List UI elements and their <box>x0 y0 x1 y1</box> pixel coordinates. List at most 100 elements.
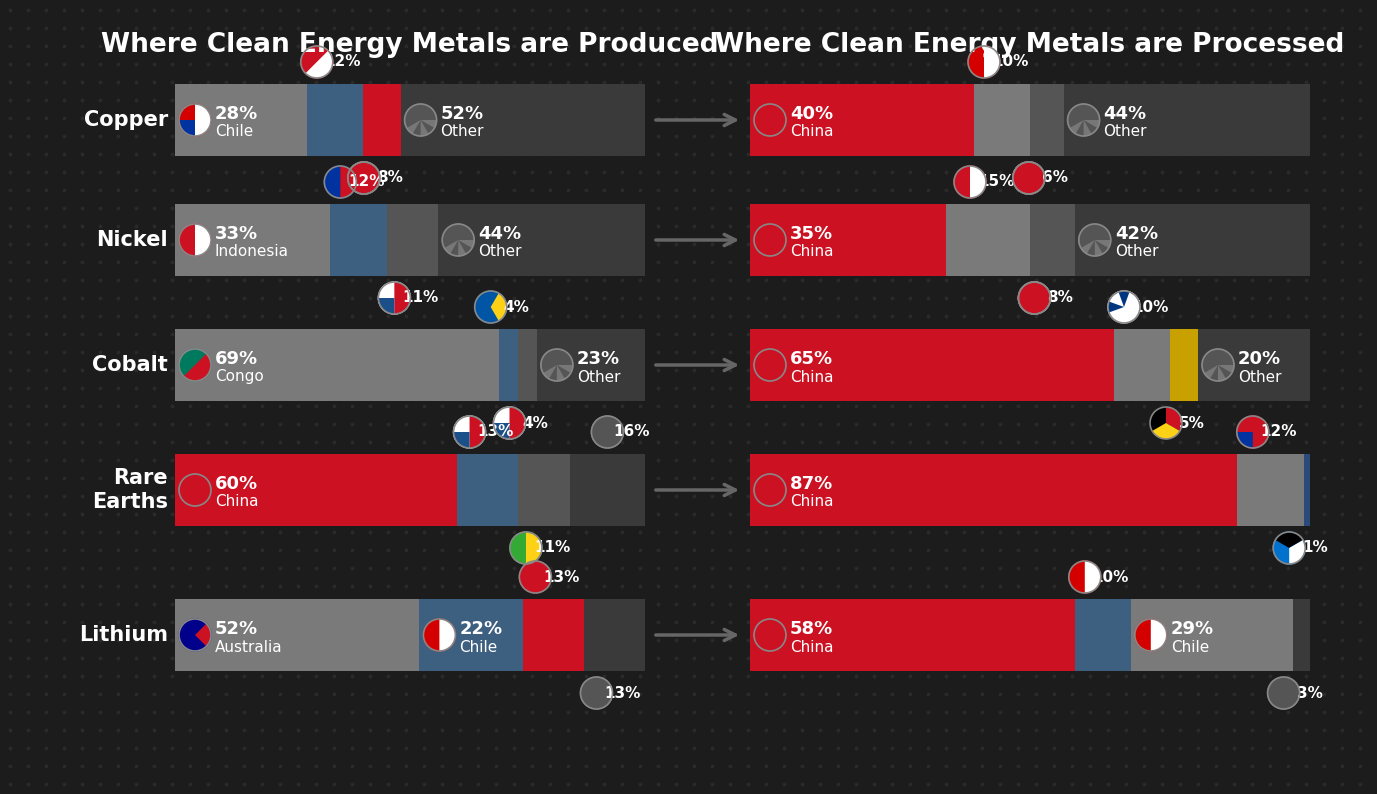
Bar <box>307 84 364 156</box>
Bar <box>750 204 946 276</box>
Circle shape <box>755 619 786 651</box>
Wedge shape <box>1013 162 1045 194</box>
Circle shape <box>954 166 986 198</box>
Circle shape <box>1150 407 1181 439</box>
Wedge shape <box>348 162 380 194</box>
Wedge shape <box>445 240 459 254</box>
Wedge shape <box>459 240 467 256</box>
Text: China: China <box>790 369 833 384</box>
Text: 16%: 16% <box>613 425 650 440</box>
Bar <box>750 84 974 156</box>
Bar <box>1237 454 1304 526</box>
Text: 12%: 12% <box>325 55 361 70</box>
Text: 65%: 65% <box>790 350 833 368</box>
Circle shape <box>348 162 380 194</box>
Text: 35%: 35% <box>790 225 833 243</box>
Bar <box>364 84 401 156</box>
Text: 13%: 13% <box>605 685 640 700</box>
Circle shape <box>755 474 786 506</box>
Bar <box>175 454 457 526</box>
Text: Chile: Chile <box>215 125 253 140</box>
Circle shape <box>475 291 507 323</box>
Circle shape <box>453 416 486 448</box>
Circle shape <box>519 561 551 593</box>
Bar <box>1198 329 1310 401</box>
Text: Chile: Chile <box>1170 639 1209 654</box>
Bar <box>330 204 387 276</box>
Bar <box>570 454 644 526</box>
Bar <box>1030 204 1075 276</box>
Text: Other: Other <box>1115 245 1158 260</box>
Text: 20%: 20% <box>1238 350 1281 368</box>
Text: 52%: 52% <box>215 620 257 638</box>
Wedge shape <box>196 104 211 136</box>
Bar <box>457 454 518 526</box>
Wedge shape <box>1275 532 1303 548</box>
Text: China: China <box>790 495 833 510</box>
Circle shape <box>1013 162 1045 194</box>
Wedge shape <box>340 166 357 198</box>
Text: 44%: 44% <box>478 225 522 243</box>
Bar <box>1063 84 1310 156</box>
Wedge shape <box>196 224 211 256</box>
Text: 22%: 22% <box>460 620 503 638</box>
Bar <box>175 84 307 156</box>
Text: 44%: 44% <box>1103 105 1147 123</box>
Bar <box>523 599 584 671</box>
Text: 28%: 28% <box>215 105 259 123</box>
Text: Indonesia: Indonesia <box>215 245 289 260</box>
Circle shape <box>1268 677 1300 709</box>
Text: 12%: 12% <box>348 175 384 190</box>
Bar <box>1075 204 1310 276</box>
Bar <box>438 204 644 276</box>
Text: 11%: 11% <box>402 291 438 306</box>
Circle shape <box>300 46 333 78</box>
Bar <box>946 204 1030 276</box>
Text: 10%: 10% <box>1132 299 1168 314</box>
Circle shape <box>541 349 573 381</box>
Wedge shape <box>1095 240 1111 248</box>
Bar <box>1030 84 1063 156</box>
Circle shape <box>325 166 357 198</box>
Text: 1%: 1% <box>1303 541 1327 556</box>
Text: Rare
Earths: Rare Earths <box>92 468 168 511</box>
Wedge shape <box>556 365 573 373</box>
Text: 23%: 23% <box>577 350 620 368</box>
Text: 10%: 10% <box>1092 569 1129 584</box>
Bar <box>1304 454 1310 526</box>
Bar <box>750 454 1237 526</box>
Text: 33%: 33% <box>215 225 257 243</box>
Bar <box>1114 329 1170 401</box>
Text: Where Clean Energy Metals are Processed: Where Clean Energy Metals are Processed <box>715 32 1345 58</box>
Bar <box>1170 329 1198 401</box>
Bar <box>387 204 438 276</box>
Wedge shape <box>1118 291 1129 307</box>
Wedge shape <box>439 619 456 651</box>
Wedge shape <box>1108 302 1124 313</box>
Wedge shape <box>470 416 486 448</box>
Bar <box>974 84 1030 156</box>
Wedge shape <box>556 365 565 381</box>
Circle shape <box>179 224 211 256</box>
Wedge shape <box>179 120 196 136</box>
Text: 4%: 4% <box>504 299 530 314</box>
Text: China: China <box>790 245 833 260</box>
Bar <box>420 599 523 671</box>
Wedge shape <box>1095 240 1103 256</box>
Wedge shape <box>1151 619 1166 651</box>
Bar <box>584 599 644 671</box>
Text: 58%: 58% <box>790 620 833 638</box>
Text: 69%: 69% <box>215 350 257 368</box>
Wedge shape <box>306 51 333 78</box>
Wedge shape <box>969 166 986 198</box>
Bar <box>537 329 644 401</box>
Circle shape <box>1019 282 1051 314</box>
Bar <box>401 84 644 156</box>
Wedge shape <box>509 407 526 439</box>
Circle shape <box>179 349 211 381</box>
Circle shape <box>348 162 380 194</box>
Wedge shape <box>1153 423 1180 439</box>
Wedge shape <box>1084 120 1092 136</box>
Bar <box>1075 599 1131 671</box>
Circle shape <box>179 619 211 651</box>
